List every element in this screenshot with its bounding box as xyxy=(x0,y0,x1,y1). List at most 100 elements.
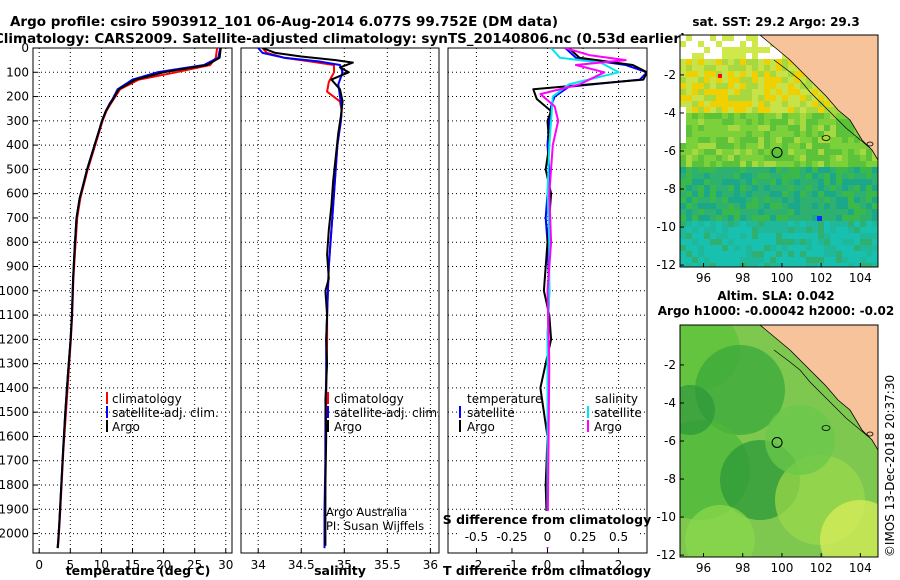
sst-cell xyxy=(686,257,692,263)
altimetry-blob xyxy=(820,500,878,557)
sst-cell xyxy=(710,143,716,149)
sst-cell xyxy=(776,101,782,107)
sst-cell xyxy=(758,239,764,245)
sst-cell xyxy=(752,77,758,83)
sst-cell xyxy=(698,263,704,267)
sst-cell xyxy=(698,125,704,131)
sst-cell xyxy=(824,263,830,267)
sst-cell xyxy=(848,131,854,137)
sst-cell xyxy=(866,203,872,209)
sst-cell xyxy=(728,209,734,215)
data-source-note: Argo Australia xyxy=(326,505,407,519)
sst-cell xyxy=(764,107,770,113)
sst-cell xyxy=(692,239,698,245)
legend-climatology-label: climatology xyxy=(112,392,182,406)
sst-cell xyxy=(710,131,716,137)
sst-cell-hot xyxy=(718,74,722,78)
sst-cell xyxy=(776,221,782,227)
sst-cell xyxy=(788,125,794,131)
sst-cell xyxy=(818,233,824,239)
sst-cell xyxy=(710,113,716,119)
sst-cell xyxy=(734,137,740,143)
sst-cell xyxy=(764,221,770,227)
sst-cell xyxy=(800,113,806,119)
sst-cell xyxy=(830,257,836,263)
sst-cell xyxy=(704,77,710,83)
sst-cell xyxy=(854,197,860,203)
sst-cell xyxy=(746,95,752,101)
sst-cell xyxy=(728,203,734,209)
sst-cell xyxy=(830,221,836,227)
y-tick-label: -10 xyxy=(656,510,676,524)
altimetry-map-ticks: 96 98 100 102 104 -2 -4 -6 -8 -10 -12 xyxy=(656,358,871,575)
sst-cell xyxy=(824,191,830,197)
sst-cell xyxy=(716,143,722,149)
sst-cell xyxy=(686,191,692,197)
sst-cell xyxy=(776,155,782,161)
sst-cell xyxy=(728,227,734,233)
sst-cell xyxy=(788,101,794,107)
sst-cell xyxy=(680,167,686,173)
sst-cell xyxy=(836,173,842,179)
sst-cell xyxy=(836,197,842,203)
sst-cell xyxy=(740,107,746,113)
sst-cell xyxy=(764,215,770,221)
sst-cell xyxy=(782,125,788,131)
x-tick-label: 98 xyxy=(735,561,750,575)
sst-cell xyxy=(680,197,686,203)
sst-cell xyxy=(740,143,746,149)
sst-cell xyxy=(728,167,734,173)
sst-cell xyxy=(686,53,692,59)
x-tick-label: 1 xyxy=(579,558,587,572)
sst-cell xyxy=(764,155,770,161)
sst-cell xyxy=(710,101,716,107)
sst-cell xyxy=(806,77,812,83)
x-tick-label: 15 xyxy=(125,558,140,572)
sst-cell xyxy=(698,143,704,149)
sst-cell xyxy=(746,185,752,191)
sst-cell xyxy=(704,35,710,41)
sst-cell xyxy=(734,113,740,119)
sst-cell xyxy=(836,251,842,257)
sst-cell xyxy=(764,149,770,155)
sst-cell xyxy=(680,95,686,101)
sst-cell xyxy=(812,161,818,167)
sst-cell xyxy=(722,233,728,239)
sst-cell xyxy=(794,119,800,125)
sst-cell xyxy=(806,155,812,161)
sst-cell xyxy=(746,155,752,161)
sst-cell xyxy=(764,179,770,185)
sst-cell xyxy=(758,221,764,227)
sst-cell xyxy=(842,149,848,155)
sst-cell xyxy=(788,119,794,125)
sst-cell xyxy=(836,167,842,173)
sst-cell xyxy=(806,263,812,267)
sst-cell xyxy=(686,47,692,53)
sst-cell xyxy=(770,185,776,191)
sst-cell xyxy=(704,215,710,221)
sst-cell xyxy=(710,197,716,203)
sst-map-island xyxy=(866,141,874,147)
sst-cell xyxy=(728,233,734,239)
sst-cell xyxy=(746,161,752,167)
temperature-legend-title: temperature xyxy=(467,392,542,406)
sst-cell xyxy=(746,89,752,95)
sst-cell xyxy=(824,95,830,101)
altimetry-map-title: Altim. SLA: 0.042 xyxy=(717,289,834,303)
sst-cell xyxy=(770,77,776,83)
sst-cell xyxy=(794,263,800,267)
sst-cell xyxy=(830,167,836,173)
x-tick-label: -2 xyxy=(470,558,482,572)
sst-cell xyxy=(770,197,776,203)
sst-cell xyxy=(824,197,830,203)
s-tick-label: 0 xyxy=(544,530,552,544)
sst-cell xyxy=(710,107,716,113)
sst-cell xyxy=(854,155,860,161)
sst-cell xyxy=(818,167,824,173)
sst-cell xyxy=(740,41,746,47)
sst-cell xyxy=(728,131,734,137)
sst-cell xyxy=(710,119,716,125)
sst-cell xyxy=(770,155,776,161)
sst-cell xyxy=(758,101,764,107)
x-tick-label: 10 xyxy=(94,558,109,572)
